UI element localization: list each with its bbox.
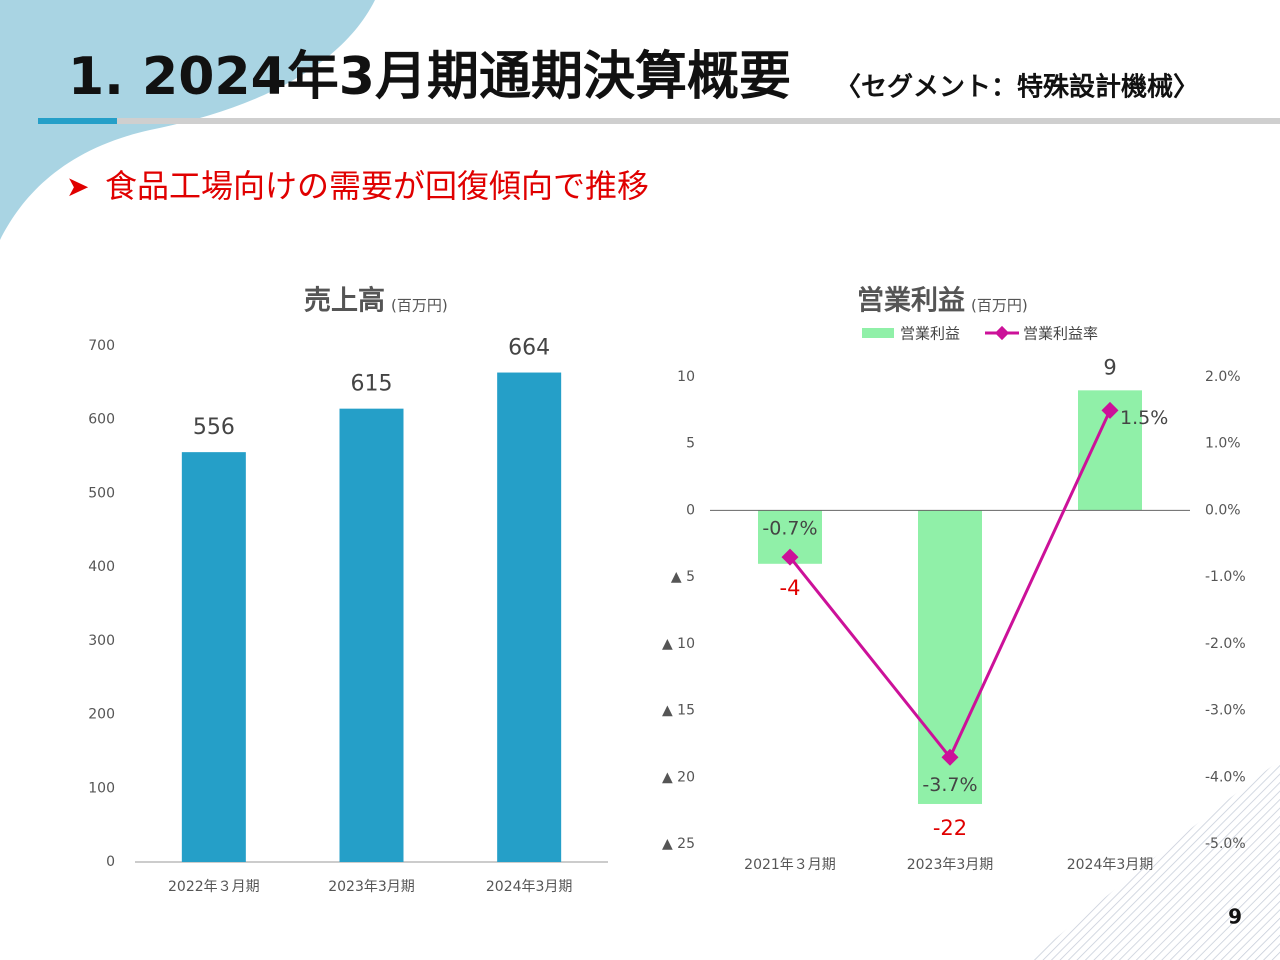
y-tick-label: 700 [88,338,115,354]
slide-title: 1. 2024年3月期通期決算概要 [68,47,791,107]
legend-swatch [862,328,894,338]
x-tick-label: 2024年3月期 [486,879,573,895]
x-tick-label: 2022年３月期 [168,879,260,895]
data-label: -22 [933,816,967,840]
data-label: -4 [780,576,801,600]
data-label: -3.7% [922,774,977,796]
x-tick-label: 2023年3月期 [328,879,415,895]
page-number: 9 [1228,905,1242,929]
y-tick-label: 600 [88,412,115,428]
line-marker [941,748,959,766]
y2-tick-label: 1.0% [1205,436,1241,452]
y-tick-label: 0 [686,502,695,518]
data-label: 664 [508,336,550,361]
bullet-marker: ➤ [66,170,89,203]
data-label: 9 [1103,355,1116,379]
y-tick-label: ▲ 20 [662,769,695,785]
slide-title-suffix: 〈セグメント：特殊設計機械〉 [835,72,1199,103]
y2-tick-label: -4.0% [1205,769,1246,785]
y2-tick-label: -1.0% [1205,569,1246,585]
line-marker [781,548,799,566]
y-tick-label: ▲ 25 [662,836,695,852]
legend-label: 営業利益 [900,325,960,343]
decor-hatch [1030,760,1280,960]
bullet-text: 食品工場向けの需要が回復傾向で推移 [105,167,649,205]
y-tick-label: 500 [88,485,115,501]
bar [497,372,562,862]
x-tick-label: 2024年3月期 [1067,857,1154,873]
y-tick-label: 100 [88,780,115,796]
bar [339,408,404,862]
x-tick-label: 2021年３月期 [744,857,836,873]
y2-tick-label: 2.0% [1205,369,1241,385]
y-tick-label: ▲ 15 [662,703,695,719]
chart-title: 営業利益 [857,285,965,317]
y2-tick-label: -2.0% [1205,636,1246,652]
legend-label: 営業利益率 [1023,325,1098,343]
y-tick-label: 300 [88,633,115,649]
chart-subtitle: (百万円) [971,297,1028,315]
y-tick-label: ▲ 10 [662,636,695,652]
chart-title: 売上高 [304,285,385,317]
y-tick-label: ▲ 5 [671,569,695,585]
data-label: 615 [351,372,393,397]
y2-tick-label: -3.0% [1205,703,1246,719]
bar [181,452,246,862]
y-tick-label: 10 [677,369,695,385]
chart-subtitle: (百万円) [391,297,448,315]
x-tick-label: 2023年3月期 [907,857,994,873]
data-label: -0.7% [762,518,817,540]
legend-swatch [994,325,1010,341]
y-tick-label: 400 [88,559,115,575]
data-label: 1.5% [1120,407,1168,429]
data-label: 556 [193,415,235,440]
y2-tick-label: 0.0% [1205,502,1241,518]
y2-tick-label: -5.0% [1205,836,1246,852]
y-tick-label: 5 [686,436,695,452]
y-tick-label: 0 [106,854,115,870]
y-tick-label: 200 [88,707,115,723]
